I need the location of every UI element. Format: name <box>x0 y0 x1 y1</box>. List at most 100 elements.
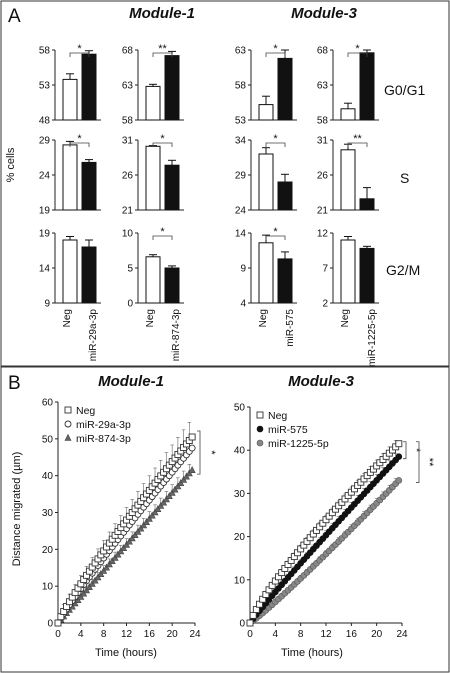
x-tick-label: 8 <box>101 629 107 640</box>
y-tick-label: 30 <box>42 508 54 519</box>
significance-mark: * <box>273 43 278 55</box>
bar-miR-575 <box>277 57 293 121</box>
x-tick-label: 16 <box>346 629 358 640</box>
bar-chart-S-3: 21 26 31 ** <box>317 133 379 217</box>
y-tick-label: 24 <box>39 171 51 182</box>
y-tick-label: 60 <box>42 398 54 409</box>
marker-filled-grey-circle <box>256 439 264 447</box>
bar-chart-G2M-2: 4 9 14 * <box>235 226 297 310</box>
group-label: Neg <box>62 309 73 327</box>
y-tick-label: 0 <box>47 619 53 630</box>
significance-mark: ** <box>353 133 362 145</box>
bar-Neg <box>62 239 78 304</box>
significance-bracket <box>265 142 286 147</box>
bar-chart-G2M-3: 2 7 12 <box>317 229 379 310</box>
panel-a-ylabel: % cells <box>5 147 17 182</box>
y-tick-label: 31 <box>122 136 134 147</box>
bar-miR-874-3p <box>164 55 180 121</box>
series-Neg <box>246 440 403 627</box>
bar-Neg <box>340 108 356 121</box>
y-tick-label: 63 <box>235 46 247 57</box>
marker-open-square <box>188 433 196 441</box>
bar-miR-1225-5p <box>359 247 375 304</box>
significance-mark: ** <box>423 458 435 467</box>
y-tick-label: 19 <box>39 229 51 240</box>
y-tick-label: 7 <box>322 264 328 275</box>
y-tick-label: 0 <box>239 619 245 630</box>
marker-open-square <box>246 619 254 627</box>
group-label: Neg <box>145 309 156 327</box>
row-label-s: S <box>400 170 409 186</box>
y-tick-label: 29 <box>39 136 51 147</box>
bar-chart-G0G1-1: 58 63 68 ** <box>122 43 184 127</box>
legend-entry: miR-1225-5p <box>268 438 329 450</box>
bar-chart-G0G1-0: 48 53 58 * <box>39 43 101 127</box>
panel-b-module-3-title: Module-3 <box>288 373 354 390</box>
y-tick-label: 58 <box>235 81 247 92</box>
significance-mark: * <box>273 226 278 238</box>
x-tick-label: 20 <box>371 629 383 640</box>
group-label: miR-1225-5p <box>367 309 378 367</box>
y-tick-label: 40 <box>42 471 54 482</box>
x-tick-label: 20 <box>167 629 179 640</box>
y-tick-label: 4 <box>240 299 246 310</box>
group-label: Neg <box>258 309 269 327</box>
panel-a-frame <box>0 0 450 367</box>
panel-b-frame <box>0 366 450 673</box>
row-label-g2m: G2/M <box>386 262 420 278</box>
bar-chart-G2M-1: 0 5 10 * <box>122 226 184 310</box>
significance-mark: * <box>77 133 82 145</box>
group-label: Neg <box>340 309 351 327</box>
y-tick-label: 20 <box>234 532 246 543</box>
legend-entry: Neg <box>76 405 95 417</box>
significance-mark: * <box>205 450 217 455</box>
significance-mark: * <box>355 43 360 55</box>
y-tick-label: 34 <box>235 136 247 147</box>
bar-Neg <box>340 239 356 304</box>
y-tick-label: 26 <box>317 171 329 182</box>
bar-Neg <box>258 153 274 211</box>
bar-miR-29a-3p <box>81 161 97 211</box>
group-label: miR-575 <box>285 309 296 347</box>
significance-bracket <box>152 142 173 147</box>
x-tick-label: 0 <box>247 629 253 640</box>
y-tick-label: 0 <box>127 299 133 310</box>
bar-Neg <box>340 149 356 211</box>
y-tick-label: 30 <box>234 489 246 500</box>
bar-Neg <box>258 242 274 304</box>
y-tick-label: 9 <box>44 299 50 310</box>
y-tick-label: 2 <box>322 299 328 310</box>
x-tick-label: 12 <box>320 629 332 640</box>
significance-mark: * <box>160 133 165 145</box>
panel-b-module-3-xlabel: Time (hours) <box>281 647 343 659</box>
x-tick-label: 12 <box>121 629 133 640</box>
marker-open-square <box>64 406 72 414</box>
y-tick-label: 21 <box>317 206 329 217</box>
y-tick-label: 20 <box>42 545 54 556</box>
legend-entry: miR-29a-3p <box>76 419 131 431</box>
y-tick-label: 10 <box>42 582 54 593</box>
x-tick-label: 4 <box>273 629 279 640</box>
bar-miR-29a-3p <box>81 246 97 304</box>
significance-mark: ** <box>158 43 167 55</box>
y-tick-label: 12 <box>317 229 329 240</box>
x-tick-label: 16 <box>144 629 156 640</box>
significance-bracket <box>152 52 173 57</box>
panel-b-ylabel: Distance migrated (µm) <box>11 452 23 567</box>
line-chart-module-1: 0 10 20 30 40 50 60 0 4 8 12 16 20 24 Neg miR-29a-3p miR… <box>42 398 217 641</box>
panel-b-module-1-xlabel: Time (hours) <box>95 647 157 659</box>
x-tick-label: 8 <box>298 629 304 640</box>
marker-filled-circle <box>256 425 264 433</box>
row-label-g0g1: G0/G1 <box>384 82 425 98</box>
y-tick-label: 48 <box>39 116 51 127</box>
y-tick-label: 63 <box>122 81 134 92</box>
y-tick-label: 24 <box>235 206 247 217</box>
bar-miR-874-3p <box>164 267 180 304</box>
significance-bracket <box>416 441 420 483</box>
significance-mark: * <box>410 448 422 453</box>
y-tick-label: 26 <box>122 171 134 182</box>
y-tick-label: 50 <box>234 403 246 414</box>
bar-chart-G0G1-2: 53 58 63 * <box>235 43 297 127</box>
marker-filled-grey-circle <box>395 477 403 484</box>
